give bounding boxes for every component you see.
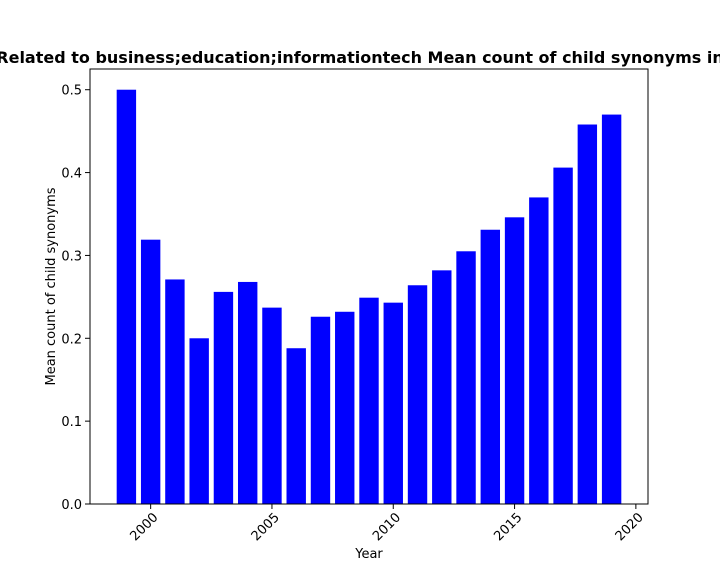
- y-axis: 0.0 0.1 0.2 0.3 0.4 0.5: [61, 84, 90, 513]
- bar-2001: [165, 279, 185, 504]
- bar-2008: [335, 311, 355, 504]
- bar-2011: [407, 285, 428, 504]
- bar-2014: [480, 229, 501, 504]
- bar-2010: [383, 302, 403, 504]
- x-axis: 2000 2005 2010 2015 2020: [127, 504, 647, 544]
- bar-2005: [262, 307, 282, 504]
- bar-2006: [286, 348, 306, 504]
- y-tick-label-0.3: 0.3: [61, 249, 82, 264]
- bar-2003: [213, 291, 234, 504]
- bar-2015: [504, 217, 525, 505]
- x-tick-label-2015: 2015: [491, 510, 525, 544]
- y-tick-label-0.0: 0.0: [61, 498, 82, 513]
- bar-2004: [237, 281, 258, 504]
- bar-2013: [456, 251, 476, 504]
- x-tick-label-2005: 2005: [249, 510, 283, 544]
- bar-2007: [310, 316, 331, 504]
- bar-2002: [189, 338, 209, 504]
- y-tick-label-0.4: 0.4: [61, 167, 82, 182]
- bar-2017: [553, 167, 573, 504]
- bar-2000: [140, 239, 161, 504]
- plot-frame: [89, 68, 649, 505]
- bar-2009: [359, 297, 379, 504]
- y-tick-label-0.5: 0.5: [61, 84, 82, 99]
- bars-group: [116, 89, 622, 505]
- bar-1999: [116, 89, 137, 504]
- x-axis-label: Year: [354, 547, 383, 562]
- bar-2016: [529, 197, 549, 504]
- y-tick-label-0.2: 0.2: [61, 332, 82, 347]
- bar-2012: [432, 270, 452, 504]
- y-tick-label-0.1: 0.1: [61, 415, 82, 430]
- x-tick-label-2020: 2020: [613, 510, 647, 544]
- x-tick-label-2010: 2010: [370, 510, 404, 544]
- bar-2018: [577, 124, 598, 504]
- y-axis-label: Mean count of child synonyms: [44, 187, 59, 385]
- chart-title: Related to business;education;informatio…: [0, 48, 720, 67]
- bar-2019: [601, 114, 622, 505]
- x-tick-label-2000: 2000: [127, 510, 161, 544]
